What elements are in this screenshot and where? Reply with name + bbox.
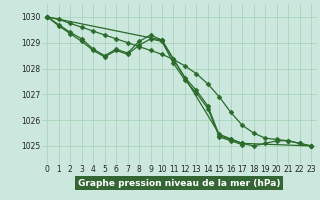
X-axis label: Graphe pression niveau de la mer (hPa): Graphe pression niveau de la mer (hPa) — [78, 179, 280, 188]
